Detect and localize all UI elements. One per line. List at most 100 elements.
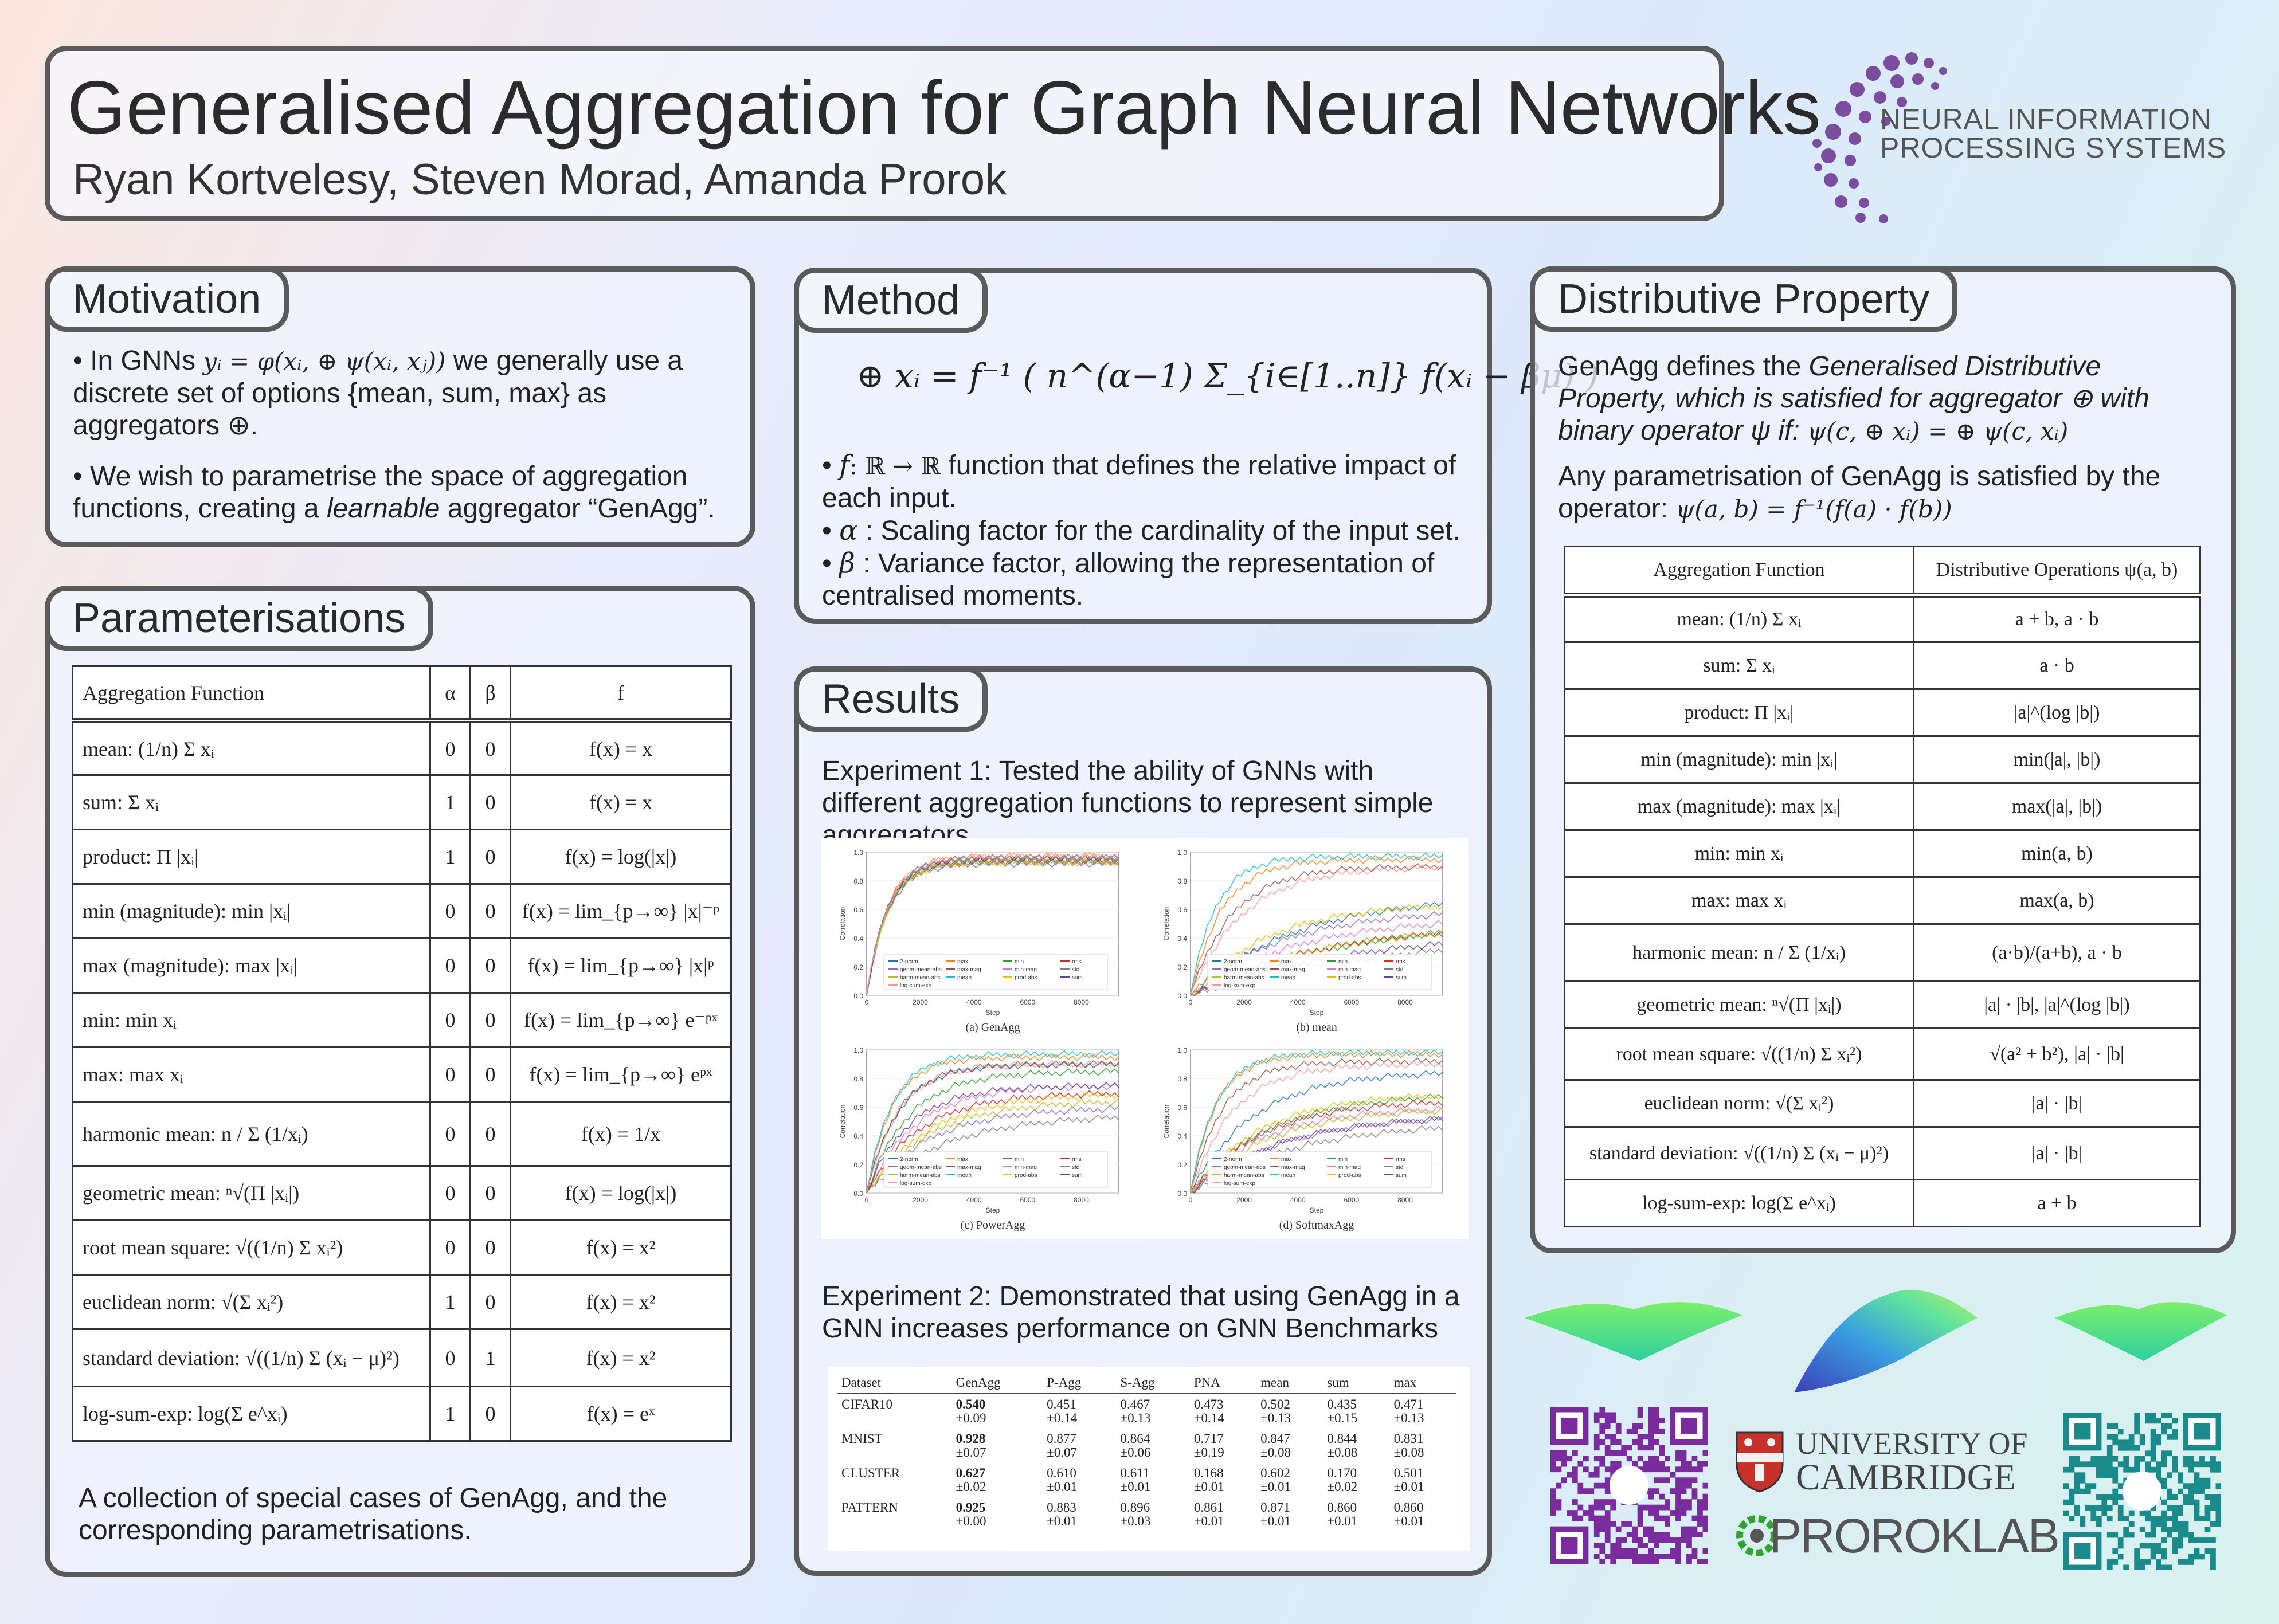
bench-cell: 0.502 ±0.13: [1256, 1394, 1322, 1429]
bench-error: ±0.07: [1047, 1445, 1078, 1460]
x-axis-label: Step: [1310, 1009, 1324, 1017]
legend-entry: max-mag: [957, 1164, 981, 1171]
dist-function: mean: (1/n) Σ xᵢ: [1564, 594, 1914, 643]
paper-qr-code[interactable]: [2063, 1413, 2221, 1570]
distributive-table: Aggregation Function Distributive Operat…: [1564, 546, 2201, 1227]
param-alpha: 0: [429, 937, 471, 994]
y-tick-label: 0.0: [853, 992, 863, 1000]
y-tick-label: 0.8: [853, 877, 863, 885]
proroklab-gear-icon: [1736, 1515, 1777, 1556]
bench-cell: 0.611 ±0.01: [1116, 1463, 1189, 1497]
neurips-line2: PROCESSING SYSTEMS: [1880, 132, 2227, 164]
legend-entry: 2-norm: [1224, 1156, 1242, 1163]
bench-value: 0.473: [1193, 1397, 1224, 1411]
experiment-2-text: Experiment 2: Demonstrated that using Ge…: [822, 1281, 1460, 1344]
neurips-logo: NEURAL INFORMATION PROCESSING SYSTEMS: [1806, 46, 2226, 229]
param-f: f(x) = lim_{p→∞} eᵖˣ: [510, 1046, 732, 1103]
param-header-f: f: [510, 665, 732, 723]
param-f: f(x) = x²: [510, 1328, 732, 1387]
series-line: [1190, 1061, 1443, 1194]
param-alpha: 1: [429, 829, 471, 885]
neurips-line1: NEURAL INFORMATION: [1880, 103, 2213, 135]
dist-row: geometric mean: ⁿ√(Π |xᵢ|) |a| · |b|, |a|…: [1564, 980, 2201, 1029]
series-line: [1190, 862, 1443, 993]
method-bullets: • f: ℝ → ℝ function that defines the rel…: [822, 449, 1475, 612]
dist-row: sum: Σ xᵢ a · b: [1564, 641, 2201, 690]
plot-panel: 0.0 0.2 0.4 0.6 0.8 1.0 0 2000 4000 6000 8000 Step C…: [1162, 1046, 1443, 1231]
param-row: max (magnitude): max |xᵢ| 0 0 f(x) = lim_{p…: [72, 937, 732, 994]
param-row: harmonic mean: n / Σ (1/xᵢ) 0 0 f(x) = 1/x: [72, 1101, 732, 1167]
proroklab-logo: PROROKLAB: [1734, 1507, 2060, 1564]
param-beta: 0: [469, 774, 511, 830]
legend-entry: min-mag: [1338, 1164, 1361, 1171]
param-function: log-sum-exp: log(Σ e^xᵢ): [72, 1386, 431, 1442]
param-row: min: min xᵢ 0 0 f(x) = lim_{p→∞} e⁻ᵖˣ: [72, 992, 732, 1048]
x-tick-label: 4000: [1290, 1196, 1306, 1204]
bench-error: ±0.01: [1047, 1480, 1078, 1494]
series-line: [1190, 1070, 1443, 1194]
bench-value: 0.602: [1260, 1466, 1290, 1480]
legend-entry: harm-mean-abs: [1224, 975, 1264, 981]
param-alpha: 0: [429, 883, 471, 939]
bench-header: P-Agg: [1047, 1375, 1082, 1390]
dist-row: min: min xᵢ min(a, b): [1564, 829, 2201, 878]
legend-entry: min: [1338, 1156, 1348, 1163]
dist-function: min (magnitude): min |xᵢ|: [1564, 735, 1914, 784]
bench-value: 0.864: [1120, 1431, 1150, 1446]
bench-value: 0.896: [1120, 1500, 1150, 1515]
dist-operation: (a·b)/(a+b), a · b: [1913, 923, 2201, 982]
x-tick-label: 2000: [1236, 1196, 1252, 1204]
poster-title: Generalised Aggregation for Graph Neural…: [67, 65, 1821, 150]
param-function: min: min xᵢ: [72, 992, 431, 1048]
legend-entry: rms: [1396, 959, 1405, 965]
param-alpha: 1: [429, 1386, 471, 1442]
bench-value: 0.877: [1047, 1431, 1076, 1446]
series-line: [866, 1060, 1119, 1190]
bench-error: ±0.02: [956, 1480, 986, 1494]
param-row: log-sum-exp: log(Σ e^xᵢ) 1 0 f(x) = eˣ: [72, 1386, 732, 1442]
param-f: f(x) = x: [510, 774, 732, 830]
series-line: [866, 1092, 1119, 1191]
dist-function: max: max xᵢ: [1564, 876, 1914, 925]
param-f: f(x) = x²: [510, 1219, 732, 1276]
bench-header: S-Agg: [1120, 1375, 1155, 1390]
method-bullet-alpha: • α : Scaling factor for the cardinality…: [822, 515, 1460, 547]
bench-dataset: PATTERN: [841, 1500, 898, 1515]
param-alpha: 1: [429, 774, 471, 830]
bench-cell: 0.170 ±0.02: [1322, 1463, 1389, 1497]
dist-function: geometric mean: ⁿ√(Π |xᵢ|): [1564, 980, 1914, 1029]
dist-row: log-sum-exp: log(Σ e^xᵢ) a + b: [1564, 1179, 2201, 1227]
bench-error: ±0.01: [1193, 1514, 1224, 1528]
bench-cell: 0.844 ±0.08: [1322, 1429, 1389, 1463]
dist-operation: a · b: [1913, 641, 2201, 690]
y-tick-label: 0.4: [853, 935, 863, 943]
y-tick-label: 0.6: [853, 1104, 863, 1112]
y-tick-label: 1.0: [1177, 849, 1187, 857]
param-function: sum: Σ xᵢ: [72, 774, 431, 830]
y-tick-label: 0.8: [853, 1075, 863, 1083]
motivation-bullet-1: • In GNNs yᵢ = φ(xᵢ, ⊕ ψ(xᵢ, xⱼ)) we gen…: [73, 346, 683, 441]
cambridge-line1: UNIVERSITY OF: [1796, 1426, 2028, 1461]
param-row: mean: (1/n) Σ xᵢ 0 0 f(x) = x: [72, 720, 732, 776]
param-function: product: Π |xᵢ|: [72, 829, 431, 885]
bench-value: 0.540: [956, 1397, 986, 1411]
y-tick-label: 0.0: [1177, 1190, 1187, 1198]
param-alpha: 0: [429, 720, 471, 776]
param-header-alpha: α: [429, 665, 471, 723]
dist-function: euclidean norm: √(Σ xᵢ²): [1564, 1079, 1914, 1128]
plot-caption: (c) PowerAgg: [961, 1219, 1025, 1231]
legend-entry: min: [1015, 1156, 1024, 1163]
series-line: [1190, 864, 1443, 996]
github-qr-code[interactable]: [1550, 1407, 1708, 1564]
param-f: f(x) = lim_{p→∞} |x|ᵖ: [510, 937, 732, 994]
bench-header: max: [1393, 1375, 1417, 1390]
bench-header: PNA: [1193, 1375, 1220, 1390]
legend-entry: harm-mean-abs: [900, 975, 941, 981]
plot-caption: (d) SoftmaxAgg: [1279, 1219, 1354, 1231]
y-tick-label: 0.4: [853, 1132, 863, 1140]
series-line: [866, 1068, 1119, 1192]
dist-operation: |a| · |b|: [1913, 1079, 2201, 1128]
surface-plot-right: [2055, 1302, 2227, 1361]
series-line: [866, 1060, 1119, 1194]
bench-value: 0.501: [1393, 1466, 1424, 1480]
